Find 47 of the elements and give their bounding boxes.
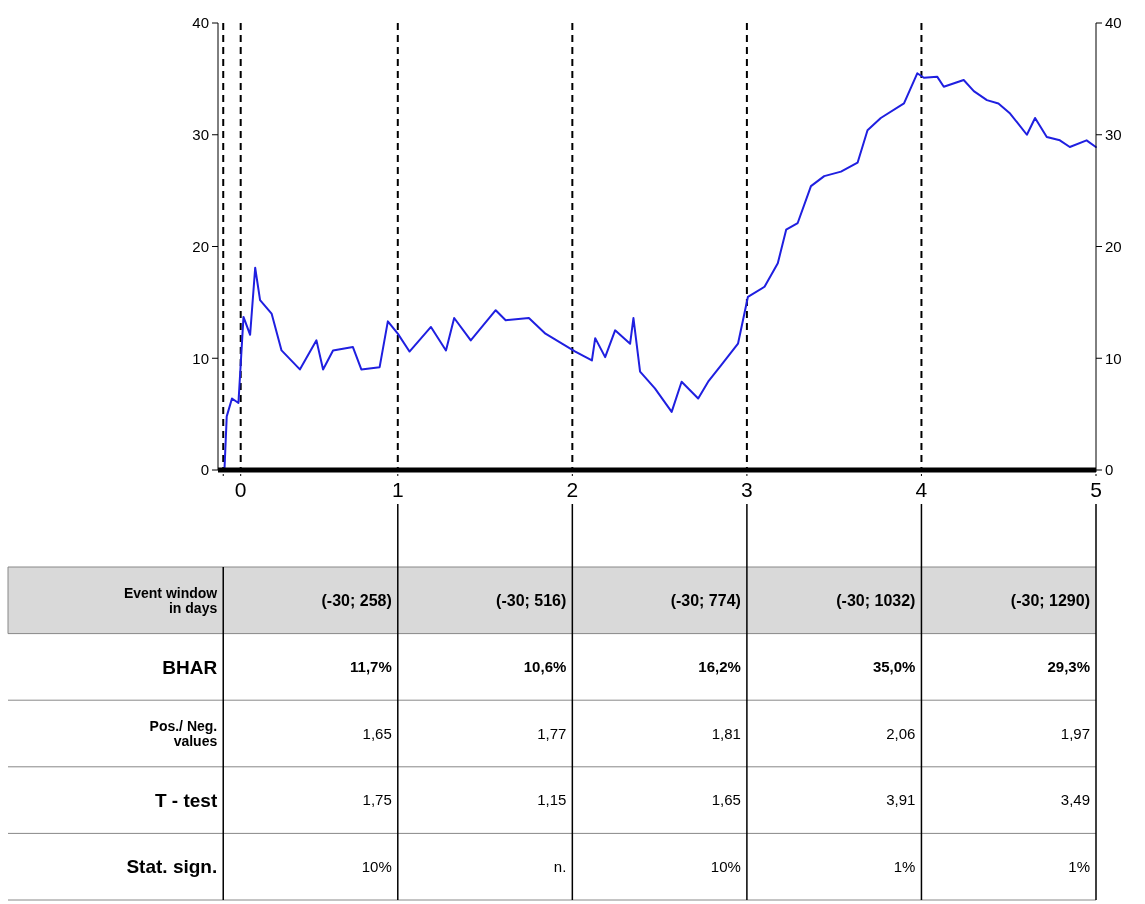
text: 1,77 (537, 724, 567, 742)
text: (-30; 258) (321, 591, 392, 609)
y-tick-label: 30 (192, 126, 209, 143)
x-tick-label: 0 (234, 478, 247, 501)
y2-tick-label: 40 (1105, 14, 1122, 32)
y2-tick-label: 20 (1105, 237, 1122, 255)
y-tick-label: 20 (192, 237, 209, 255)
x-tick-label: 3 (741, 478, 753, 501)
text: 35,0% (872, 658, 916, 676)
text: n. (553, 857, 567, 875)
text: 1,65 (362, 724, 392, 742)
y-tick-label: 0 (200, 461, 209, 479)
text: T - test (154, 789, 218, 811)
y2-tick-label: 0 (1105, 461, 1114, 479)
x-tick-label: 1 (391, 478, 404, 501)
text: 1% (893, 857, 916, 875)
text: 16,2% (698, 658, 741, 676)
text: 29,3% (1047, 658, 1090, 676)
y2-tick-label: 30 (1105, 126, 1122, 143)
text: BHAR (162, 656, 218, 678)
text: 10% (361, 857, 392, 875)
text: (-30; 1290) (1010, 591, 1090, 609)
text: 1,81 (711, 724, 741, 742)
text: 10,6% (523, 658, 567, 676)
y-tick-label: 40 (192, 14, 209, 32)
text: 11,7% (350, 658, 392, 676)
x-tick-label: 4 (915, 478, 928, 501)
text: Event window in days (123, 584, 218, 616)
text: 10% (710, 857, 741, 875)
text: 2,06 (886, 724, 916, 742)
text: Stat. sign. (126, 856, 218, 878)
text: 1,65 (711, 791, 741, 809)
text: (-30; 516) (496, 591, 567, 609)
text: 3,91 (886, 791, 916, 809)
text: 1,15 (537, 791, 567, 809)
line-series (223, 72, 1097, 471)
y-tick-label: 10 (192, 349, 209, 367)
text: 1,75 (362, 791, 392, 809)
text: 1,97 (1060, 724, 1090, 742)
text: 1% (1068, 857, 1090, 875)
text: Pos./ Neg. values (149, 717, 218, 750)
text: (-30; 1032) (836, 591, 916, 609)
x-tick-label: 5 (1090, 478, 1102, 501)
text: (-30; 774) (670, 591, 741, 609)
y2-tick-label: 10 (1105, 349, 1122, 367)
text: 3,49 (1060, 791, 1090, 809)
x-tick-label: 2 (566, 478, 579, 501)
